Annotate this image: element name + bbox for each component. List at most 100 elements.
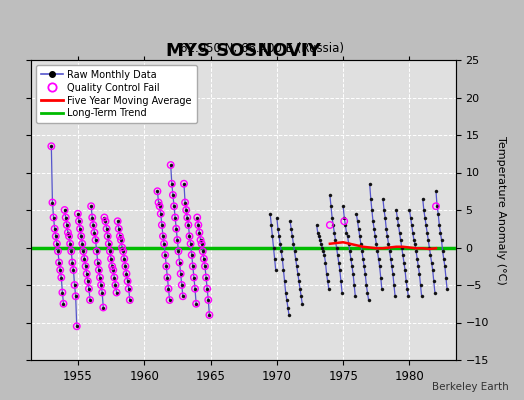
Point [192,300,200,307]
Point [96,274,104,281]
Point [190,274,198,281]
Point [155,199,163,206]
Point [179,293,187,300]
Point [171,214,179,221]
Point [126,297,134,303]
Point [62,222,71,228]
Point [199,248,207,254]
Point [65,233,73,240]
Point [194,222,203,228]
Point [157,210,165,217]
Point [158,222,166,228]
Point [81,263,90,270]
Point [61,214,70,221]
Point [163,274,171,281]
Point [80,256,89,262]
Point [85,286,93,292]
Point [84,278,92,284]
Point [68,259,77,266]
Point [201,263,209,270]
Point [189,263,197,270]
Point [74,210,82,217]
Point [71,293,80,300]
Point [88,214,96,221]
Point [95,267,103,273]
Point [122,270,130,277]
Point [184,222,193,228]
Point [177,270,185,277]
Point [97,282,105,288]
Point [173,237,181,243]
Point [174,248,183,254]
Point [99,304,107,311]
Point [162,263,170,270]
Point [48,199,57,206]
Point [114,218,122,224]
Point [66,240,74,247]
Point [78,240,86,247]
Point [70,282,79,288]
Point [195,229,204,236]
Point [58,289,67,296]
Point [56,267,64,273]
Point [60,207,69,213]
Point [94,259,102,266]
Point [55,259,63,266]
Point [117,237,125,243]
Point [100,214,108,221]
Point [106,248,114,254]
Point [79,248,88,254]
Point [176,259,184,266]
Point [104,233,112,240]
Point [50,226,59,232]
Point [109,267,117,273]
Point [89,222,97,228]
Point [165,286,173,292]
Point [156,203,164,210]
Point [205,312,214,318]
Point [204,297,212,303]
Point [69,267,78,273]
Text: Berkeley Earth: Berkeley Earth [432,382,508,392]
Point [92,248,101,254]
Point [200,256,208,262]
Point [86,297,94,303]
Point [118,244,126,251]
Point [91,237,100,243]
Point [53,240,61,247]
Point [116,233,124,240]
Point [153,188,161,194]
Point [98,289,106,296]
Point [49,214,58,221]
Point [170,203,178,210]
Point [64,229,72,236]
Point [54,248,62,254]
Point [202,274,210,281]
Point [159,233,167,240]
Point [110,274,118,281]
Point [111,282,119,288]
Point [340,218,348,224]
Point [102,226,111,232]
Point [160,240,168,247]
Point [326,222,334,228]
Point [101,218,110,224]
Point [67,248,75,254]
Point [168,180,176,187]
Text: 62.050 N, 66.400 E (Russia): 62.050 N, 66.400 E (Russia) [180,42,344,55]
Point [198,240,206,247]
Point [119,248,127,254]
Point [121,263,129,270]
Point [108,263,116,270]
Legend: Raw Monthly Data, Quality Control Fail, Five Year Moving Average, Long-Term Tren: Raw Monthly Data, Quality Control Fail, … [36,65,197,123]
Point [59,300,68,307]
Point [87,203,95,210]
Point [112,289,121,296]
Point [169,192,177,198]
Point [167,162,175,168]
Point [161,252,169,258]
Point [191,286,199,292]
Point [75,218,83,224]
Point [181,199,189,206]
Point [172,226,180,232]
